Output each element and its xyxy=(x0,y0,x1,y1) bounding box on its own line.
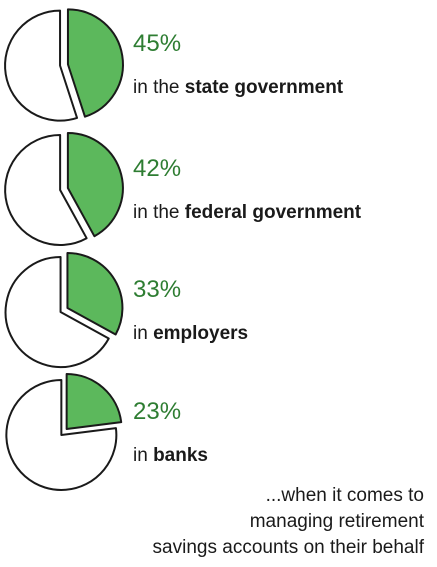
desc-prefix: in the xyxy=(133,202,185,223)
entity-name: federal government xyxy=(184,202,362,223)
desc-prefix: in the xyxy=(133,77,185,98)
entity-name: employers xyxy=(153,323,249,344)
pie-slice-remainder xyxy=(4,133,88,246)
description: in the state government xyxy=(133,78,343,97)
entity-name: banks xyxy=(153,445,208,466)
percent-label: 45% xyxy=(133,30,182,57)
footnote-line: managing retirement xyxy=(249,511,424,532)
row-banks: 23% in banks xyxy=(133,398,208,466)
description: in the federal government xyxy=(133,203,361,222)
pie-slice-trust xyxy=(66,8,124,118)
percent-label: 42% xyxy=(133,155,182,182)
description: in banks xyxy=(133,446,208,465)
footnote-line: savings accounts on their behalf xyxy=(152,537,424,558)
entity-name: state government xyxy=(184,77,344,98)
description: in employers xyxy=(133,324,248,343)
pie-slice-trust xyxy=(66,251,124,336)
pie-slice-trust xyxy=(66,132,124,238)
pie-slice-remainder xyxy=(4,9,79,122)
pie-slice-trust xyxy=(65,373,123,430)
row-employers: 33% in employers xyxy=(133,276,248,344)
pie-slice-remainder xyxy=(4,256,110,368)
row-state: 45% in the state government xyxy=(133,30,343,98)
desc-prefix: in xyxy=(133,445,154,466)
percent-label: 33% xyxy=(133,276,182,303)
footnote: ...when it comes to managing retirement … xyxy=(94,483,424,561)
pie-slice-remainder xyxy=(5,379,118,491)
row-federal: 42% in the federal government xyxy=(133,155,361,223)
footnote-line: ...when it comes to xyxy=(265,485,424,506)
percent-label: 23% xyxy=(133,398,182,425)
desc-prefix: in xyxy=(133,323,154,344)
